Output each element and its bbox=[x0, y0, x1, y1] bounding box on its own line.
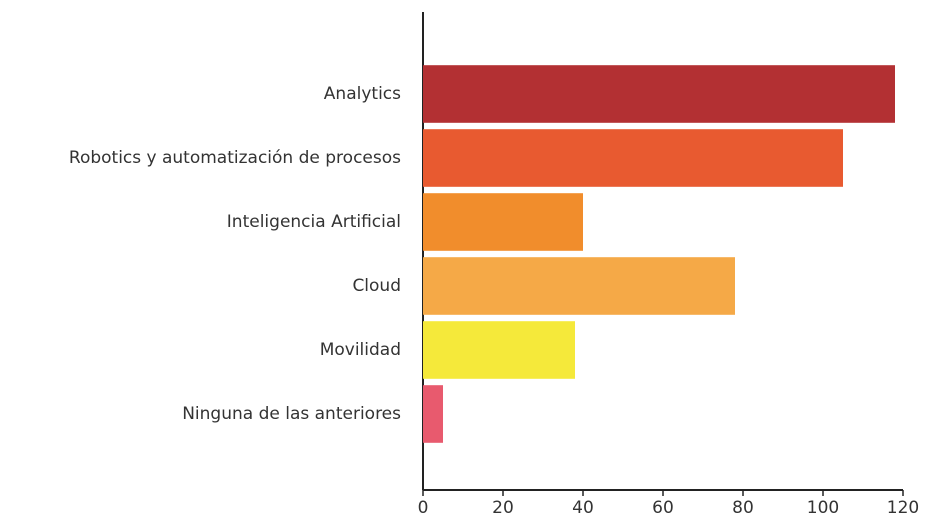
x-tick-label: 120 bbox=[887, 498, 919, 518]
y-tick-label: Robotics y automatización de procesos bbox=[69, 148, 401, 168]
bar bbox=[423, 129, 843, 187]
x-tick-label: 20 bbox=[492, 498, 514, 518]
x-tick-label: 80 bbox=[732, 498, 754, 518]
y-tick-label: Movilidad bbox=[320, 340, 401, 360]
bar bbox=[423, 321, 575, 379]
x-tick-label: 60 bbox=[652, 498, 674, 518]
x-tick-label: 40 bbox=[572, 498, 594, 518]
y-tick-label: Inteligencia Artificial bbox=[227, 212, 401, 232]
bar bbox=[423, 257, 735, 315]
bar bbox=[423, 385, 443, 443]
y-tick-label: Ninguna de las anteriores bbox=[182, 404, 401, 424]
bar bbox=[423, 65, 895, 123]
x-tick-label: 0 bbox=[418, 498, 429, 518]
bar bbox=[423, 193, 583, 251]
y-tick-label: Cloud bbox=[352, 276, 401, 296]
x-tick-label: 100 bbox=[807, 498, 839, 518]
y-tick-label: Analytics bbox=[324, 84, 401, 104]
